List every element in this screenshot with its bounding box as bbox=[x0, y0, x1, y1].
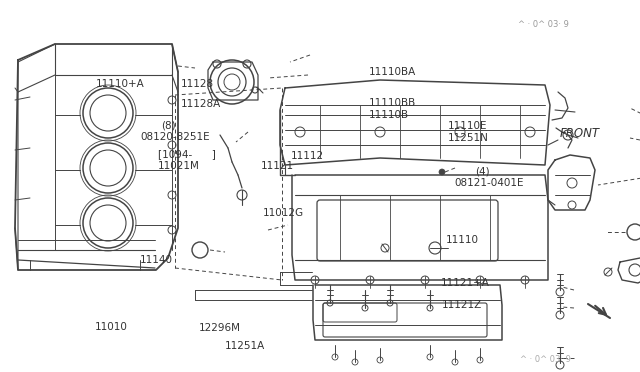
Text: ^ · 0^ 03· 9: ^ · 0^ 03· 9 bbox=[520, 356, 571, 365]
Text: 11140: 11140 bbox=[140, 256, 173, 265]
Text: 11110BA: 11110BA bbox=[369, 67, 417, 77]
Text: 11251A: 11251A bbox=[225, 341, 266, 351]
Text: 11012G: 11012G bbox=[262, 208, 303, 218]
Text: 11128: 11128 bbox=[181, 79, 214, 89]
Text: 11251N: 11251N bbox=[448, 133, 489, 142]
Text: 11021M: 11021M bbox=[158, 161, 200, 170]
Circle shape bbox=[627, 224, 640, 240]
Text: 08121-0401E: 08121-0401E bbox=[454, 178, 524, 188]
Text: 11010: 11010 bbox=[95, 322, 127, 331]
Text: 12296M: 12296M bbox=[198, 324, 241, 333]
Text: 11110BB: 11110BB bbox=[369, 99, 417, 108]
Text: (4): (4) bbox=[475, 167, 490, 177]
Text: 11121: 11121 bbox=[260, 161, 294, 170]
Text: ^ · 0^ 03· 9: ^ · 0^ 03· 9 bbox=[518, 20, 569, 29]
Text: [1094-      ]: [1094- ] bbox=[158, 149, 216, 158]
Text: 11110+A: 11110+A bbox=[96, 79, 145, 89]
Circle shape bbox=[192, 242, 208, 258]
Text: FRONT: FRONT bbox=[560, 127, 600, 140]
Text: B: B bbox=[632, 228, 638, 237]
Text: 11121Z: 11121Z bbox=[442, 300, 482, 310]
Text: 11121+A: 11121+A bbox=[440, 279, 489, 288]
Text: 08120-8251E: 08120-8251E bbox=[141, 132, 211, 142]
Circle shape bbox=[439, 169, 445, 175]
Text: (8): (8) bbox=[161, 121, 176, 131]
Text: 11112: 11112 bbox=[291, 151, 324, 161]
Text: 11110B: 11110B bbox=[369, 110, 410, 120]
Text: 11110E: 11110E bbox=[448, 122, 488, 131]
Text: 11110: 11110 bbox=[446, 235, 479, 244]
Text: B: B bbox=[197, 246, 203, 254]
Text: 11128A: 11128A bbox=[181, 99, 221, 109]
